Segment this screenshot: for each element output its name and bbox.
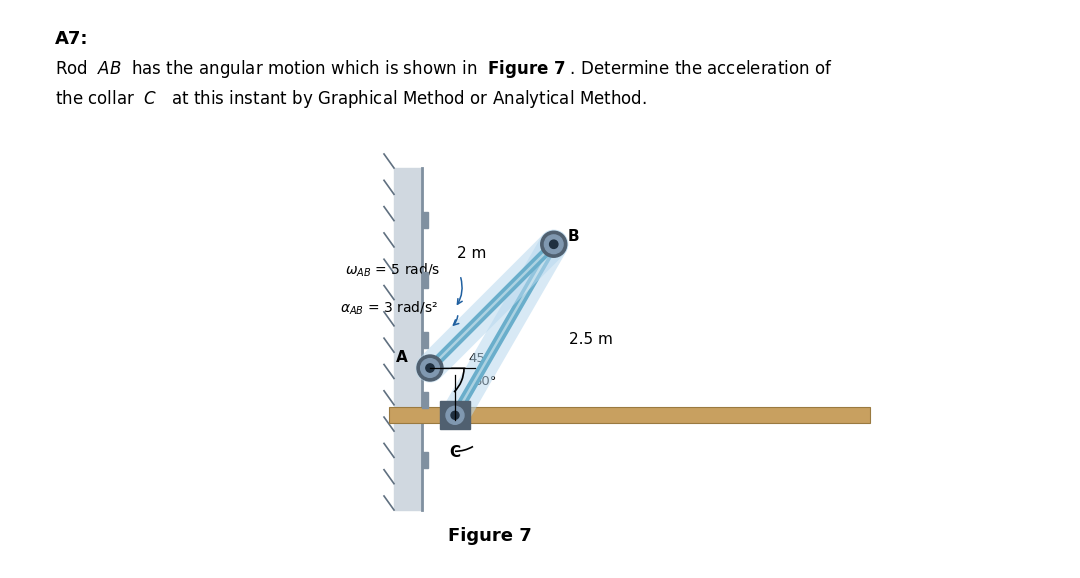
Text: the collar  $\mathit{C}$   at this instant by Graphical Method or Analytical Met: the collar $\mathit{C}$ at this instant … [55, 88, 647, 110]
Bar [440, 401, 470, 429]
Text: B: B [568, 229, 579, 244]
Text: Figure 7: Figure 7 [448, 527, 531, 545]
Circle shape [446, 406, 464, 424]
Text: 2.5 m: 2.5 m [569, 332, 613, 347]
Circle shape [420, 358, 440, 377]
Bar [422, 272, 428, 288]
FancyArrowPatch shape [454, 316, 459, 325]
Text: C: C [449, 445, 460, 460]
Text: 60°: 60° [473, 375, 497, 388]
Circle shape [417, 355, 443, 381]
Circle shape [544, 235, 563, 254]
Bar [389, 407, 870, 423]
Bar [422, 452, 428, 468]
FancyArrowPatch shape [458, 277, 462, 304]
Bar [422, 392, 428, 408]
Text: A: A [396, 350, 408, 365]
Circle shape [451, 412, 459, 419]
Bar [394, 168, 422, 510]
Text: Rod  $\mathit{AB}$  has the angular motion which is shown in  $\mathbf{Figure\ 7: Rod $\mathit{AB}$ has the angular motion… [55, 58, 833, 80]
Circle shape [426, 364, 434, 372]
Text: 2 m: 2 m [457, 246, 487, 261]
Circle shape [550, 240, 558, 249]
Bar [422, 332, 428, 348]
Text: $\alpha_{AB}$ = 3 rad/s²: $\alpha_{AB}$ = 3 rad/s² [340, 299, 438, 317]
Text: A7:: A7: [55, 30, 89, 48]
Text: 45°: 45° [468, 352, 491, 365]
Text: $\omega_{AB}$ = 5 rad/s: $\omega_{AB}$ = 5 rad/s [345, 261, 441, 279]
Bar [422, 212, 428, 228]
Circle shape [541, 231, 567, 257]
